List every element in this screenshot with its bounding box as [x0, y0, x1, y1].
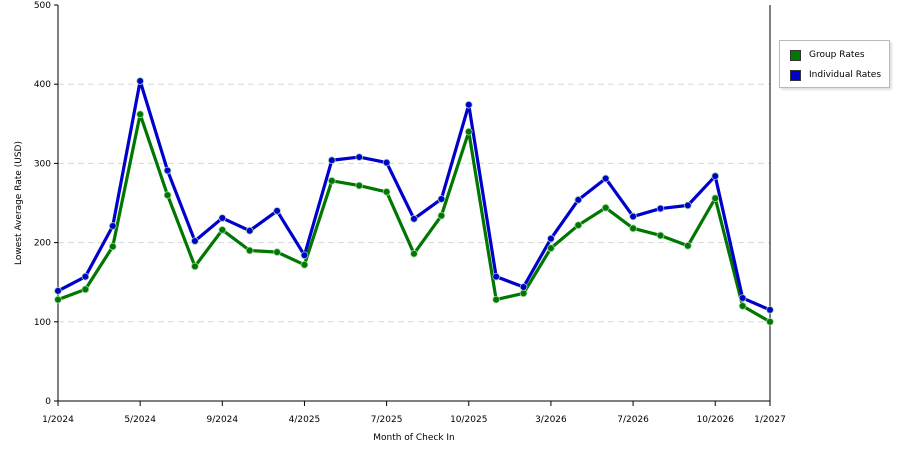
- data-point-group-rates: [738, 302, 747, 310]
- x-tick-label: 7/2026: [617, 415, 649, 425]
- data-point-individual-rates: [437, 195, 446, 203]
- data-point-individual-rates: [601, 174, 610, 183]
- data-point-group-rates: [629, 224, 637, 233]
- data-point-individual-rates: [245, 226, 254, 235]
- x-tick-label: 4/2025: [289, 415, 321, 425]
- legend-label-group-rates: Group Rates: [809, 50, 865, 60]
- data-point-individual-rates: [382, 158, 391, 167]
- data-points: [54, 77, 774, 326]
- data-point-individual-rates: [163, 166, 172, 175]
- legend-label-individual-rates: Individual Rates: [809, 70, 882, 80]
- data-point-group-rates: [519, 289, 528, 298]
- x-tick-label: 7/2025: [371, 415, 403, 425]
- data-point-group-rates: [81, 285, 90, 294]
- data-point-group-rates: [656, 231, 665, 240]
- grid-lines: [58, 83, 770, 323]
- data-point-group-rates: [601, 203, 610, 212]
- x-tick-label: 5/2024: [124, 415, 156, 425]
- y-tick-label: 300: [34, 159, 51, 169]
- data-point-individual-rates: [766, 306, 774, 314]
- data-point-individual-rates: [464, 100, 473, 109]
- data-point-individual-rates: [519, 283, 528, 291]
- data-point-individual-rates: [191, 237, 199, 245]
- data-point-group-rates: [711, 194, 720, 203]
- data-point-group-rates: [574, 221, 583, 229]
- legend-item-individual-rates[interactable]: Individual Rates: [790, 68, 881, 82]
- y-tick-label: 100: [34, 318, 51, 328]
- x-tick-label: 1/2024: [42, 415, 74, 425]
- axes: [54, 4, 771, 406]
- y-axis-title: Lowest Average Rate (USD): [14, 141, 24, 265]
- data-point-individual-rates: [81, 272, 90, 281]
- legend-swatch-group-rates: [790, 49, 801, 61]
- x-tick-label: 3/2026: [535, 415, 567, 425]
- legend: Group Rates Individual Rates: [779, 40, 890, 88]
- data-point-individual-rates: [738, 294, 747, 302]
- data-point-individual-rates: [656, 204, 665, 213]
- data-point-group-rates: [218, 226, 227, 234]
- data-point-group-rates: [355, 181, 364, 190]
- series-lines: [57, 79, 771, 324]
- data-point-group-rates: [437, 211, 446, 220]
- data-point-individual-rates: [410, 215, 418, 223]
- legend-swatch-individual-rates: [790, 69, 801, 81]
- data-point-individual-rates: [547, 234, 555, 243]
- x-tick-label: 10/2026: [697, 415, 735, 425]
- data-point-group-rates: [108, 242, 117, 251]
- data-point-individual-rates: [54, 287, 62, 295]
- y-tick-label: 400: [34, 80, 51, 90]
- data-point-individual-rates: [108, 222, 117, 230]
- data-point-individual-rates: [629, 212, 637, 221]
- data-point-individual-rates: [684, 201, 692, 210]
- data-point-individual-rates: [273, 207, 281, 215]
- data-point-individual-rates: [355, 153, 364, 161]
- data-point-individual-rates: [300, 251, 309, 260]
- data-point-group-rates: [684, 241, 692, 250]
- tick-labels: 0 100 200 300 400 500 1/2024 5/2024 9/2024 4/2025…: [34, 1, 786, 425]
- data-point-group-rates: [492, 295, 500, 304]
- legend-item-group-rates[interactable]: Group Rates: [790, 48, 865, 62]
- data-point-group-rates: [410, 249, 418, 258]
- data-point-individual-rates: [328, 156, 336, 165]
- data-point-group-rates: [464, 127, 473, 136]
- data-point-group-rates: [191, 262, 199, 271]
- data-point-group-rates: [382, 188, 391, 196]
- y-tick-label: 0: [45, 397, 51, 407]
- data-point-group-rates: [54, 295, 62, 304]
- data-point-group-rates: [273, 248, 281, 256]
- data-point-group-rates: [547, 244, 555, 252]
- x-axis-title: Month of Check In: [373, 433, 455, 443]
- data-point-group-rates: [300, 260, 309, 269]
- data-point-group-rates: [136, 110, 144, 119]
- data-point-group-rates: [163, 191, 172, 199]
- data-point-individual-rates: [218, 214, 227, 222]
- x-tick-label: 10/2025: [450, 415, 487, 425]
- data-point-individual-rates: [711, 172, 720, 180]
- data-point-group-rates: [328, 177, 336, 185]
- data-point-group-rates: [766, 317, 774, 326]
- x-tick-label: 9/2024: [206, 415, 238, 425]
- data-point-individual-rates: [492, 272, 500, 281]
- data-point-group-rates: [245, 246, 254, 255]
- x-tick-label: 1/2027: [754, 415, 786, 425]
- y-tick-label: 200: [34, 239, 51, 249]
- y-tick-label: 500: [34, 1, 51, 11]
- data-point-individual-rates: [136, 77, 144, 85]
- data-point-individual-rates: [574, 196, 583, 204]
